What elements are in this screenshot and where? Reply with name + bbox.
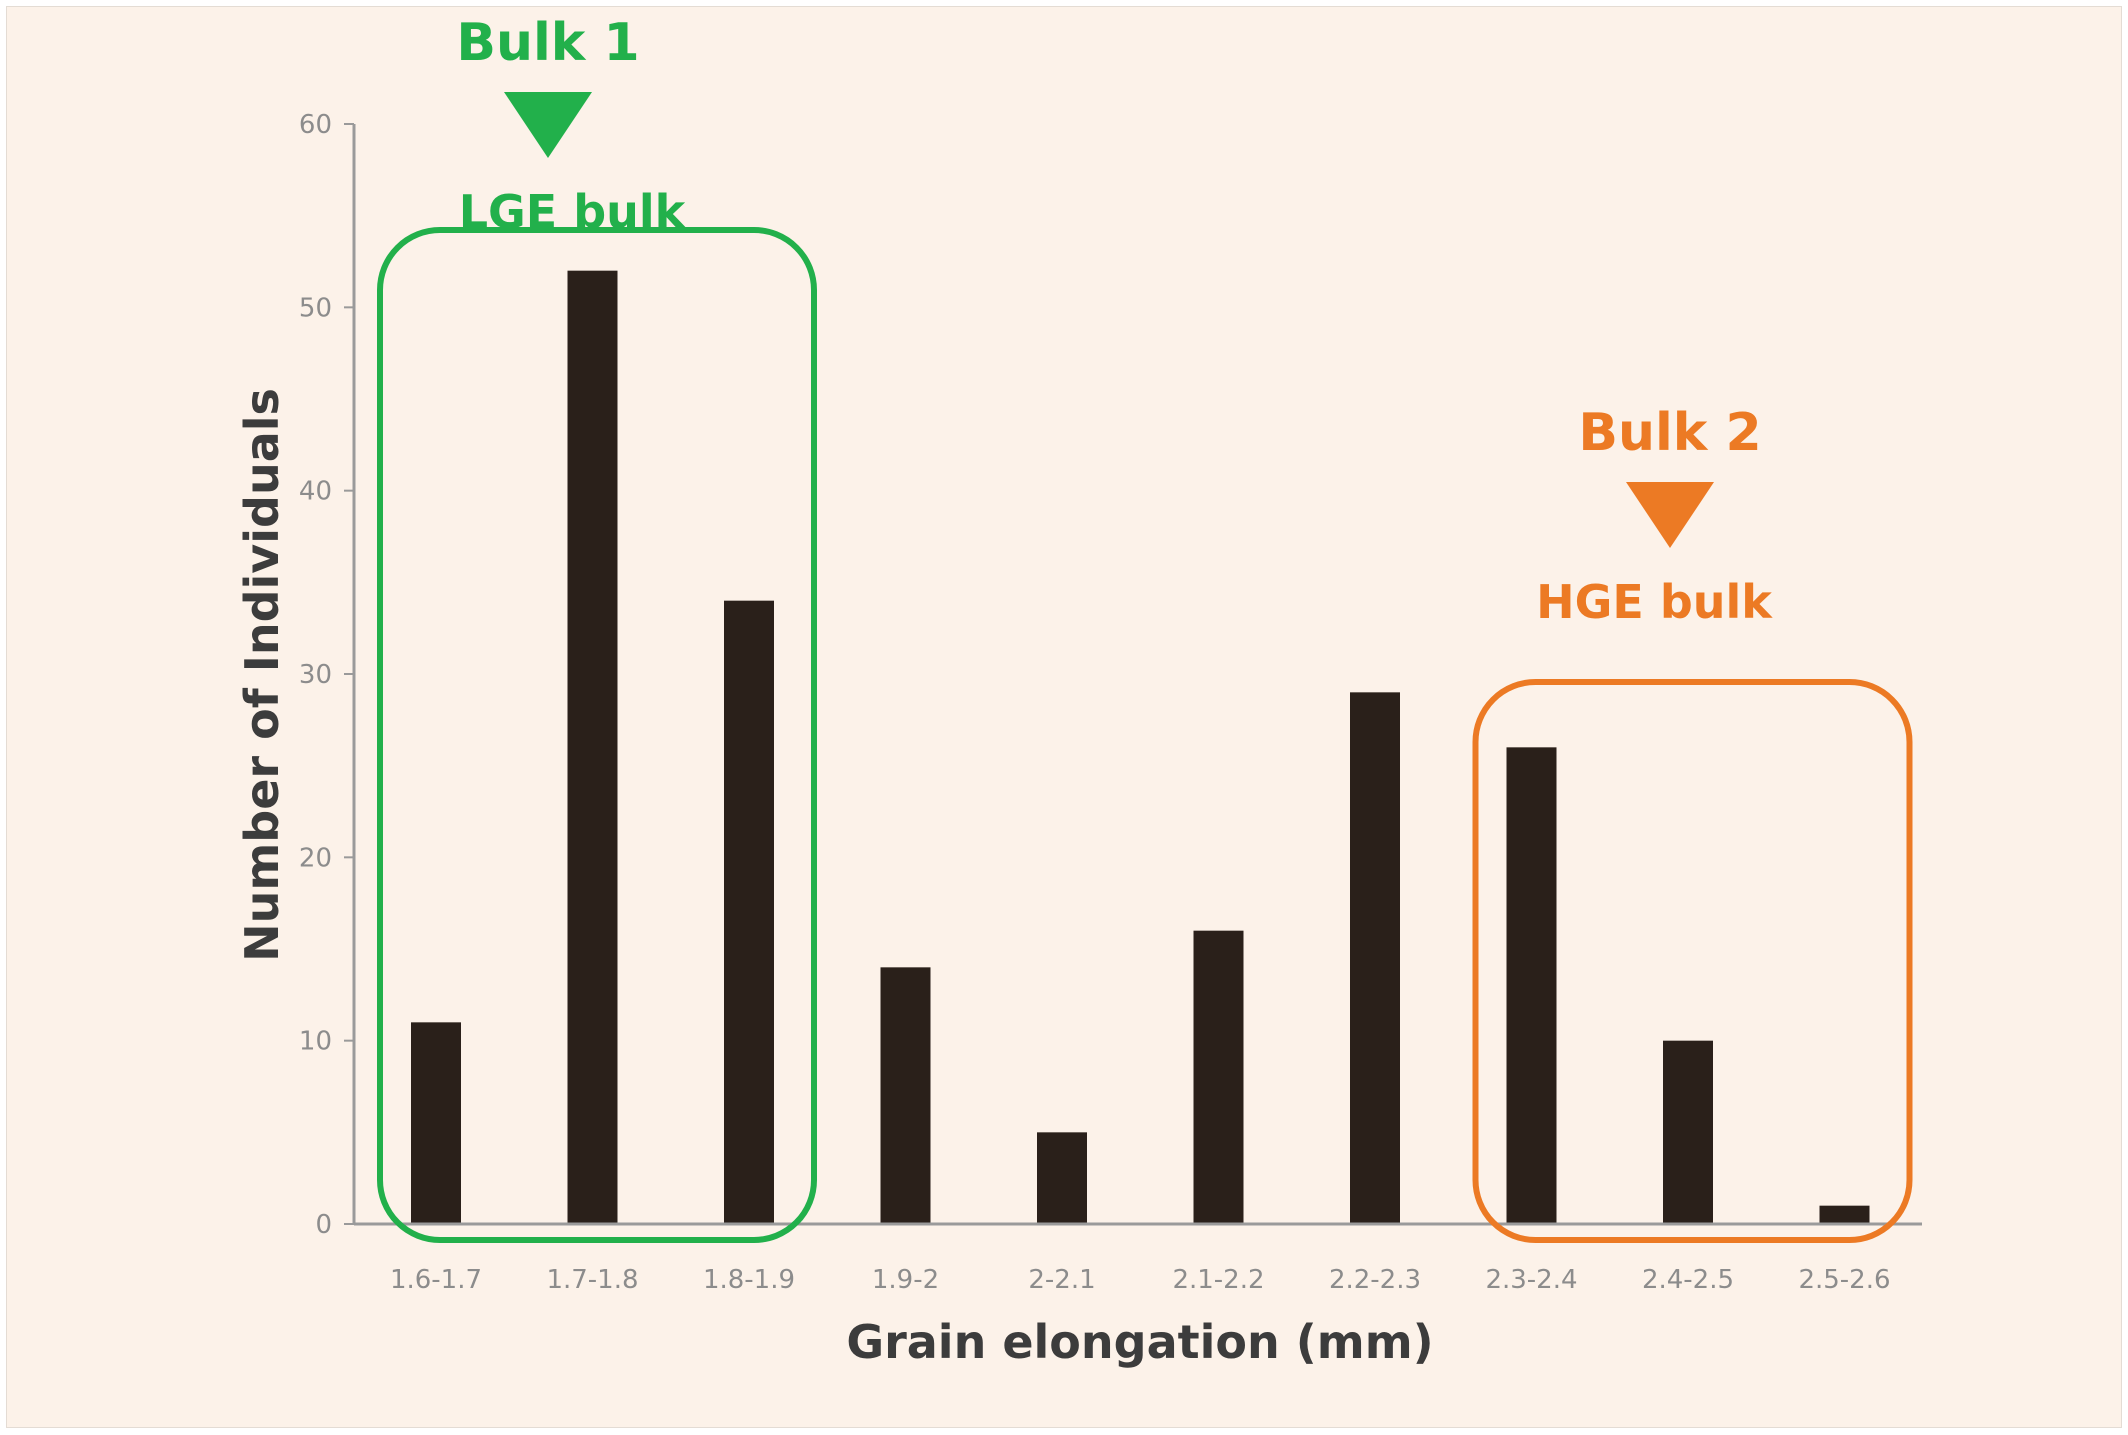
bar bbox=[880, 967, 931, 1224]
y-tick-label: 40 bbox=[299, 477, 332, 507]
x-tick-label: 2-2.1 bbox=[1028, 1265, 1095, 1295]
bar bbox=[567, 270, 618, 1225]
x-tick-label: 2.3-2.4 bbox=[1485, 1265, 1577, 1295]
x-tick-label: 2.2-2.3 bbox=[1329, 1265, 1421, 1295]
x-tick-label: 1.6-1.7 bbox=[390, 1265, 482, 1295]
bar bbox=[1350, 692, 1400, 1224]
y-tick-label: 60 bbox=[299, 110, 332, 140]
bar bbox=[411, 1022, 461, 1224]
bulk-box bbox=[1472, 679, 1913, 1243]
x-axis-title: Grain elongation (mm) bbox=[846, 1315, 1433, 1369]
bulk-label: Bulk 1 bbox=[456, 13, 639, 73]
y-tick-label: 10 bbox=[299, 1027, 332, 1057]
bulk-sublabel: HGE bulk bbox=[1536, 575, 1773, 629]
bar bbox=[724, 600, 774, 1224]
bulk-arrow bbox=[1626, 482, 1714, 548]
bar bbox=[1819, 1205, 1870, 1224]
y-ticks-group: 0 10 20 30 40 50 60 bbox=[299, 110, 354, 1240]
y-tick-label: 0 bbox=[315, 1210, 332, 1240]
x-tick-label: 2.5-2.6 bbox=[1798, 1265, 1890, 1295]
x-ticks-group: 1.6-1.7 1.7-1.8 1.8-1.9 1.9-2 2-2.1 2.1-2.2 2.… bbox=[390, 1265, 1891, 1295]
x-tick-label: 2.4-2.5 bbox=[1642, 1265, 1734, 1295]
bulk-box bbox=[377, 227, 817, 1243]
x-tick-label: 1.8-1.9 bbox=[703, 1265, 795, 1295]
bar bbox=[1193, 930, 1244, 1224]
bar bbox=[1663, 1040, 1713, 1224]
bar bbox=[1506, 747, 1557, 1224]
bars-group bbox=[411, 270, 1870, 1225]
y-tick-label: 20 bbox=[299, 843, 332, 873]
x-tick-label: 1.9-2 bbox=[872, 1265, 939, 1295]
x-tick-label: 1.7-1.8 bbox=[546, 1265, 638, 1295]
x-tick-label: 2.1-2.2 bbox=[1172, 1265, 1264, 1295]
y-tick-label: 30 bbox=[299, 660, 332, 690]
bulk-annotations: Bulk 1 LGE bulk Bulk 2 HGE bulk bbox=[377, 13, 1913, 1243]
bulk-label: Bulk 2 bbox=[1578, 403, 1761, 463]
bulk-arrow bbox=[504, 92, 592, 158]
bulk-sublabel: LGE bulk bbox=[459, 185, 687, 239]
y-tick-label: 50 bbox=[299, 293, 332, 323]
y-axis-title: Number of Individuals bbox=[235, 388, 289, 962]
bar bbox=[1037, 1132, 1087, 1224]
